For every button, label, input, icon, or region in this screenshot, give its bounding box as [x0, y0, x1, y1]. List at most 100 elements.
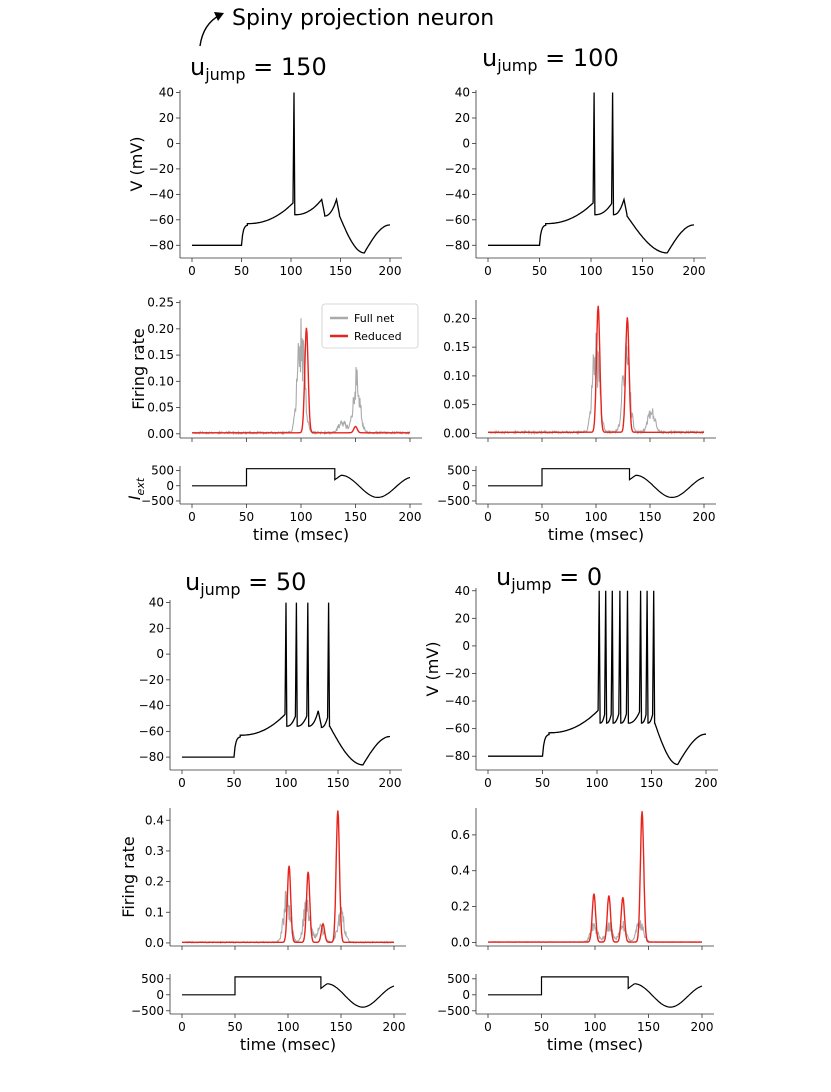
panel2-current-y-tick-label: −500 [437, 494, 470, 508]
panel1-time-xlabel: time (msec) [253, 525, 349, 544]
panel3-voltage-y-tick-label: 40 [149, 596, 164, 610]
panel3-current-x-tick-label: 50 [227, 1020, 242, 1034]
panel4-current-x-tick-label: 50 [534, 1020, 549, 1034]
panel4-rate-y-tick-label: 0.0 [451, 935, 470, 949]
panel4-title: ujump = 0 [496, 563, 602, 594]
panel1-voltage-y-tick-label: 40 [159, 86, 174, 100]
panel4-current-trace [488, 976, 703, 1008]
panel4-rate-y-tick-label: 0.6 [451, 828, 470, 842]
panel1-title: ujump = 150 [190, 53, 327, 84]
panel3-voltage-x-tick-label: 200 [379, 776, 402, 790]
panel1-current-x-tick-label: 50 [239, 510, 254, 524]
panel1-rate-reduced-trace [192, 327, 410, 434]
panel1-voltage-y-tick-label: −60 [149, 213, 174, 227]
panel4-voltage-x-tick-label: 0 [484, 776, 492, 790]
panel2-rate-reduced-trace [488, 305, 704, 434]
panel4-current-x-tick-label: 150 [637, 1020, 660, 1034]
panel2-rate-y-tick-label: 0.20 [443, 311, 470, 325]
panel2-voltage-y-tick-label: −60 [445, 213, 470, 227]
panel3-rate-y-tick-label: 0.1 [145, 905, 164, 919]
panel1-rate-y-tick-label: 0.15 [147, 348, 174, 362]
panel2-current-x-tick-label: 50 [534, 510, 549, 524]
panel3-current-x-tick-label: 0 [178, 1020, 186, 1034]
panel2-voltage-x-tick-label: 0 [484, 264, 492, 278]
panel2-current-y-tick-label: 500 [447, 464, 470, 478]
panel4-voltage-x-tick-label: 150 [640, 776, 663, 790]
panel4-voltage-y-tick-label: −20 [445, 666, 470, 680]
panel3-voltage-x-tick-label: 50 [226, 776, 241, 790]
panel4-current-x-tick-label: 0 [484, 1020, 492, 1034]
panel3-current-x-tick-label: 200 [383, 1020, 406, 1034]
panel1-current-x-tick-label: 100 [290, 510, 313, 524]
panel2-rate-y-tick-label: 0.00 [443, 426, 470, 440]
panel3-voltage-trace [182, 602, 391, 766]
panel3-title: ujump = 50 [185, 568, 306, 599]
panel4-rate-full-trace [488, 920, 702, 944]
panel3-rate-y-tick-label: 0.3 [145, 844, 164, 858]
panel1-rate-y-tick-label: 0.05 [147, 401, 174, 415]
panel4-voltage-y-tick-label: −80 [445, 749, 470, 763]
panel1-current-x-tick-label: 200 [399, 510, 422, 524]
panel3-voltage-y-tick-label: −20 [139, 673, 164, 687]
panel2-voltage-y-tick-label: −80 [445, 238, 470, 252]
panel2-voltage-trace [488, 92, 695, 254]
panel2-voltage-y-tick-label: 20 [455, 111, 470, 125]
panel4-voltage-trace [488, 590, 706, 766]
panel1-voltage-y-tick-label: −80 [149, 238, 174, 252]
panel2-voltage-y-tick-label: 40 [455, 86, 470, 100]
panel2-current-x-tick-label: 200 [693, 510, 716, 524]
panel2-current-y-tick-label: 0 [462, 479, 470, 493]
panel4-rate-reduced-trace [488, 811, 702, 943]
panel1-rate-y-tick-label: 0.00 [147, 427, 174, 441]
panel3-current-y-tick-label: 500 [141, 972, 164, 986]
panel3-voltage-x-tick-label: 0 [178, 776, 186, 790]
panel1-current-ylabel: Iext [125, 477, 147, 500]
panel3-current-trace [182, 976, 395, 1008]
panel4-current-y-tick-label: 0 [462, 988, 470, 1002]
panel1-voltage-y-tick-label: −40 [149, 187, 174, 201]
panel1-rate-y-tick-label: 0.25 [147, 296, 174, 310]
panel4-rate-y-tick-label: 0.4 [451, 864, 470, 878]
panel2-rate-y-tick-label: 0.15 [443, 340, 470, 354]
panel4-voltage-x-tick-label: 200 [695, 776, 718, 790]
panel3-voltage-y-tick-label: 0 [156, 647, 164, 661]
legend-reduced-label: Reduced [354, 330, 402, 343]
panel2-current-x-tick-label: 150 [639, 510, 662, 524]
panel4-voltage-y-tick-label: −40 [445, 694, 470, 708]
panel1-rate-y-tick-label: 0.10 [147, 374, 174, 388]
panel3-voltage-y-tick-label: −60 [139, 724, 164, 738]
panel1-current-x-tick-label: 150 [344, 510, 367, 524]
panel4-current-y-tick-label: −500 [437, 1004, 470, 1018]
panel1-voltage-x-tick-label: 200 [379, 264, 402, 278]
panel1-current-x-tick-label: 0 [188, 510, 196, 524]
panel4-voltage-y-tick-label: 0 [462, 639, 470, 653]
panel3-voltage-x-tick-label: 150 [327, 776, 350, 790]
panel4-voltage-y-tick-label: 20 [455, 611, 470, 625]
panel1-voltage-trace [192, 92, 391, 254]
panel4-voltage-y-tick-label: 40 [455, 584, 470, 598]
panel3-current-x-tick-label: 100 [277, 1020, 300, 1034]
panel3-current-x-tick-label: 150 [330, 1020, 353, 1034]
panel1-voltage-x-tick-label: 150 [329, 264, 352, 278]
panel2-current-x-tick-label: 0 [484, 510, 492, 524]
panel2-rate-y-tick-label: 0.10 [443, 369, 470, 383]
panel3-time-xlabel: time (msec) [240, 1035, 336, 1054]
panel4-current-x-tick-label: 100 [584, 1020, 607, 1034]
heading-arrow-head-icon [214, 12, 224, 21]
panel3-current-y-tick-label: 0 [156, 988, 164, 1002]
panel1-voltage-x-tick-label: 0 [188, 264, 196, 278]
legend-full-label: Full net [354, 312, 395, 325]
panel1-voltage-y-tick-label: −20 [149, 162, 174, 176]
panel2-voltage-x-tick-label: 50 [532, 264, 547, 278]
panel4-voltage-ylabel: V (mV) [423, 641, 442, 696]
panel4-voltage-x-tick-label: 50 [535, 776, 550, 790]
panel3-voltage-y-tick-label: 20 [149, 621, 164, 635]
panel3-rate-y-tick-label: 0.4 [145, 813, 164, 827]
panel3-voltage-y-tick-label: −40 [139, 699, 164, 713]
panel3-voltage-y-tick-label: −80 [139, 750, 164, 764]
panel3-rate-ylabel: Firing rate [119, 836, 138, 917]
panel2-voltage-x-tick-label: 100 [580, 264, 603, 278]
heading-arrow-icon [199, 14, 221, 47]
panel1-rate-y-tick-label: 0.20 [147, 322, 174, 336]
panel1-current-y-tick-label: 0 [166, 479, 174, 493]
